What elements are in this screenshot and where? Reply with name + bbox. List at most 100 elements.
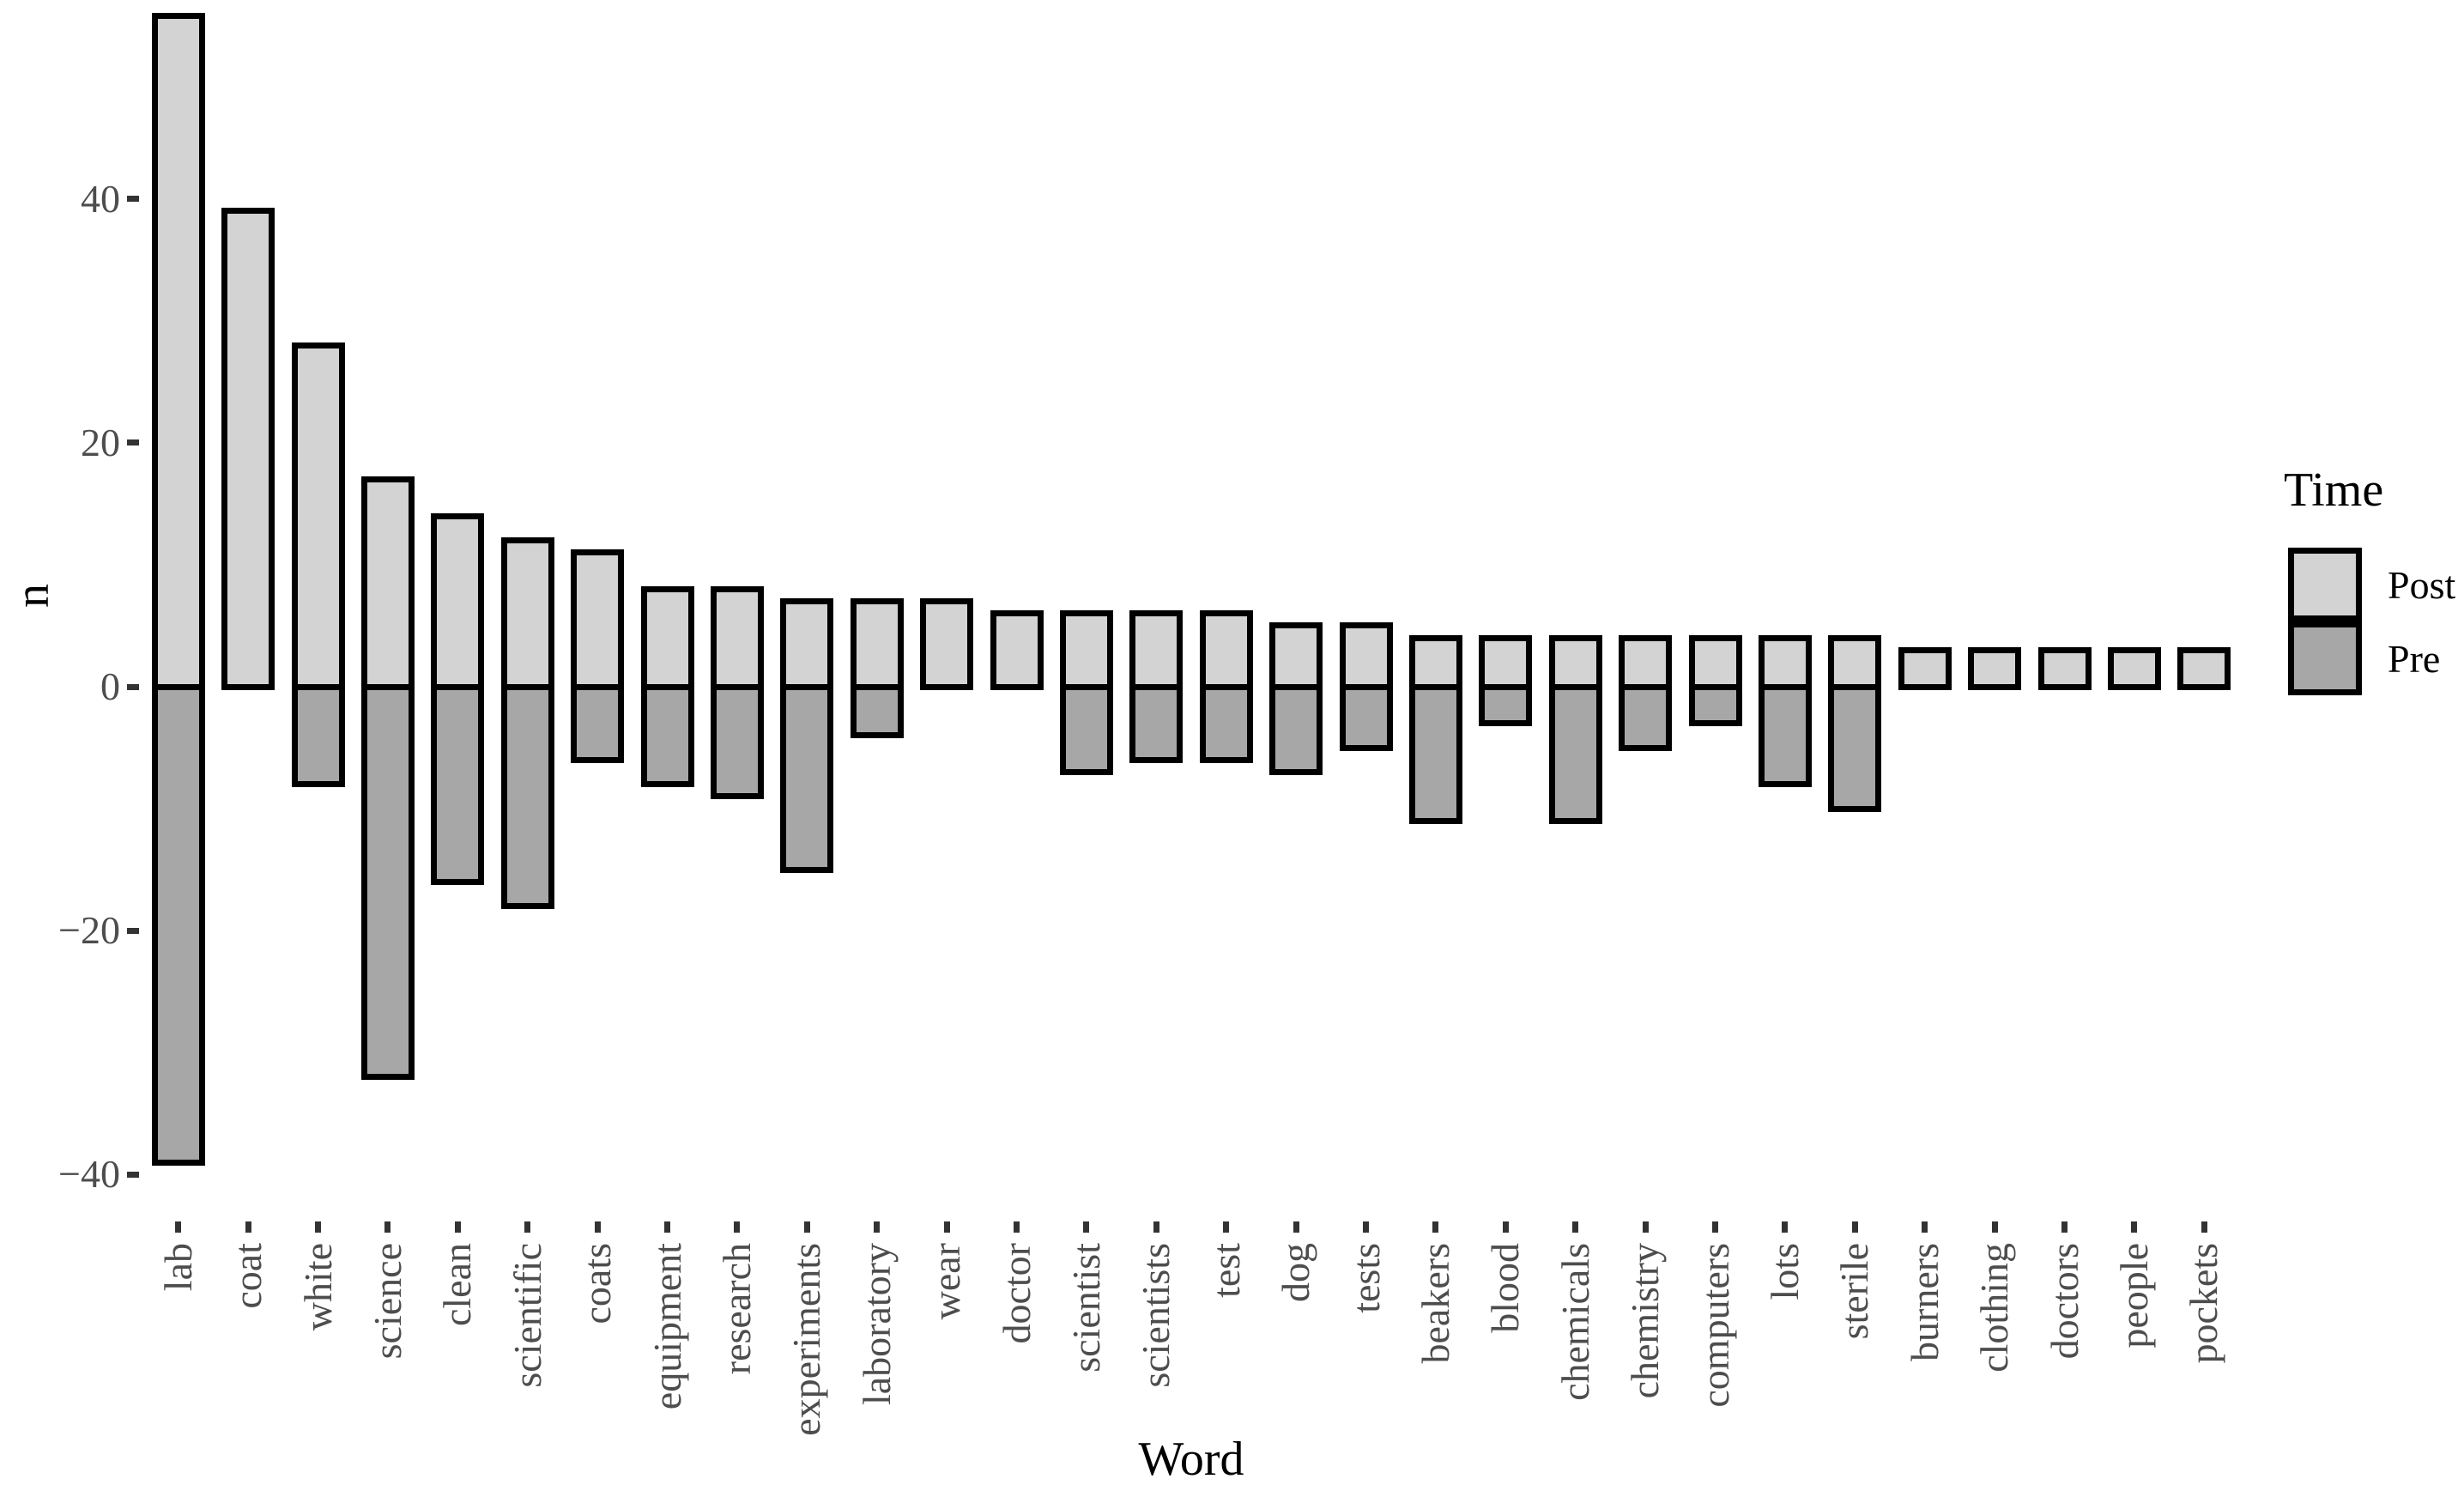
x-label-blood: blood	[1483, 1243, 1528, 1333]
x-label-clean: clean	[435, 1243, 480, 1327]
legend-entry-post: Post	[2270, 548, 2464, 621]
bar-blood-pre	[1479, 683, 1533, 727]
x-label-coat: coat	[226, 1243, 270, 1309]
legend-label-post: Post	[2388, 562, 2456, 607]
legend: Time Post Pre	[2270, 464, 2464, 695]
x-tick-mark-coat	[245, 1221, 251, 1233]
x-tick-mark-doctor	[1014, 1221, 1020, 1233]
bar-experiments-post	[780, 598, 834, 690]
x-label-scientist: scientist	[1063, 1243, 1108, 1373]
x-label-wear: wear	[924, 1243, 969, 1320]
legend-swatch-pre	[2288, 621, 2362, 695]
bar-lab-pre	[151, 683, 205, 1166]
x-tick-mark-doctors	[2061, 1221, 2067, 1233]
legend-swatch-post	[2288, 548, 2362, 621]
bar-clothing-post	[1968, 646, 2022, 690]
bar-people-post	[2107, 646, 2161, 690]
bar-scientist-post	[1059, 610, 1113, 690]
bar-coats-post	[571, 549, 625, 690]
x-axis-title: Word	[1138, 1433, 1244, 1486]
x-label-doctors: doctors	[2042, 1243, 2086, 1360]
legend-title: Time	[2284, 464, 2384, 517]
bar-blood-post	[1479, 634, 1533, 690]
bar-burners-post	[1898, 646, 1952, 690]
bar-laboratory-post	[850, 598, 904, 690]
x-label-pockets: pockets	[2182, 1243, 2226, 1364]
bar-experiments-pre	[780, 683, 834, 873]
x-label-science: science	[365, 1243, 409, 1360]
bar-chemicals-pre	[1548, 683, 1602, 824]
bar-scientific-post	[500, 537, 554, 690]
y-tick-mark-20	[127, 439, 139, 446]
bar-research-post	[710, 585, 764, 690]
y-tick-label--20: −20	[58, 908, 120, 953]
bar-dog-pre	[1269, 683, 1323, 775]
bar-scientists-post	[1129, 610, 1184, 690]
x-label-coats: coats	[575, 1243, 620, 1324]
bar-lots-pre	[1758, 683, 1812, 788]
bar-test-post	[1199, 610, 1253, 690]
bar-science-post	[360, 476, 415, 690]
bar-science-pre	[360, 683, 415, 1081]
x-label-computers: computers	[1692, 1243, 1737, 1408]
x-tick-mark-pockets	[2201, 1221, 2207, 1233]
bar-beakers-pre	[1408, 683, 1462, 824]
x-tick-mark-beakers	[1432, 1221, 1439, 1233]
bar-sterile-pre	[1828, 683, 1882, 812]
bar-beakers-post	[1408, 634, 1462, 690]
bar-laboratory-pre	[850, 683, 904, 739]
x-label-clothing: clothing	[1972, 1243, 2017, 1373]
x-tick-mark-chemicals	[1572, 1221, 1579, 1233]
x-tick-mark-scientific	[524, 1221, 531, 1233]
x-tick-mark-dog	[1293, 1221, 1299, 1233]
x-tick-mark-equipment	[664, 1221, 670, 1233]
x-label-doctor: doctor	[994, 1243, 1038, 1344]
x-label-chemicals: chemicals	[1553, 1243, 1597, 1401]
bar-chemistry-post	[1619, 634, 1673, 690]
bar-chemistry-pre	[1619, 683, 1673, 751]
x-label-dog: dog	[1274, 1243, 1318, 1302]
x-label-test: test	[1203, 1243, 1248, 1298]
x-tick-mark-computers	[1712, 1221, 1718, 1233]
x-label-scientific: scientific	[505, 1243, 549, 1388]
x-label-people: people	[2111, 1243, 2156, 1349]
bar-research-pre	[710, 683, 764, 800]
bar-scientists-pre	[1129, 683, 1184, 763]
x-tick-mark-tests	[1363, 1221, 1369, 1233]
x-tick-mark-experiments	[803, 1221, 810, 1233]
bar-white-post	[291, 342, 345, 690]
x-tick-mark-research	[734, 1221, 741, 1233]
bar-coat-post	[221, 208, 275, 690]
x-label-equipment: equipment	[645, 1243, 689, 1410]
bar-equipment-post	[640, 585, 694, 690]
x-label-scientists: scientists	[1134, 1243, 1178, 1388]
x-tick-mark-burners	[1922, 1221, 1928, 1233]
bar-sterile-post	[1828, 634, 1882, 690]
x-tick-mark-scientists	[1153, 1221, 1159, 1233]
x-label-white: white	[295, 1243, 340, 1331]
bar-lab-post	[151, 12, 205, 690]
y-tick-mark--40	[127, 1171, 139, 1178]
bar-clean-post	[431, 512, 485, 690]
x-tick-mark-wear	[943, 1221, 950, 1233]
x-tick-mark-laboratory	[874, 1221, 881, 1233]
x-label-burners: burners	[1902, 1243, 1946, 1361]
x-tick-mark-people	[2131, 1221, 2138, 1233]
bar-lots-post	[1758, 634, 1812, 690]
y-tick-label-20: 20	[81, 420, 120, 464]
x-tick-mark-blood	[1502, 1221, 1509, 1233]
bar-wear-post	[920, 598, 974, 690]
x-label-experiments: experiments	[784, 1243, 829, 1436]
y-tick-mark--20	[127, 927, 139, 934]
bar-chemicals-post	[1548, 634, 1602, 690]
bar-white-pre	[291, 683, 345, 788]
bar-doctors-post	[2037, 646, 2092, 690]
legend-entry-pre: Pre	[2270, 621, 2464, 695]
x-label-lab: lab	[155, 1243, 200, 1292]
bar-scientist-pre	[1059, 683, 1113, 775]
y-tick-label-40: 40	[81, 176, 120, 221]
bar-tests-pre	[1339, 683, 1393, 751]
x-tick-mark-sterile	[1851, 1221, 1858, 1233]
bar-scientific-pre	[500, 683, 554, 910]
